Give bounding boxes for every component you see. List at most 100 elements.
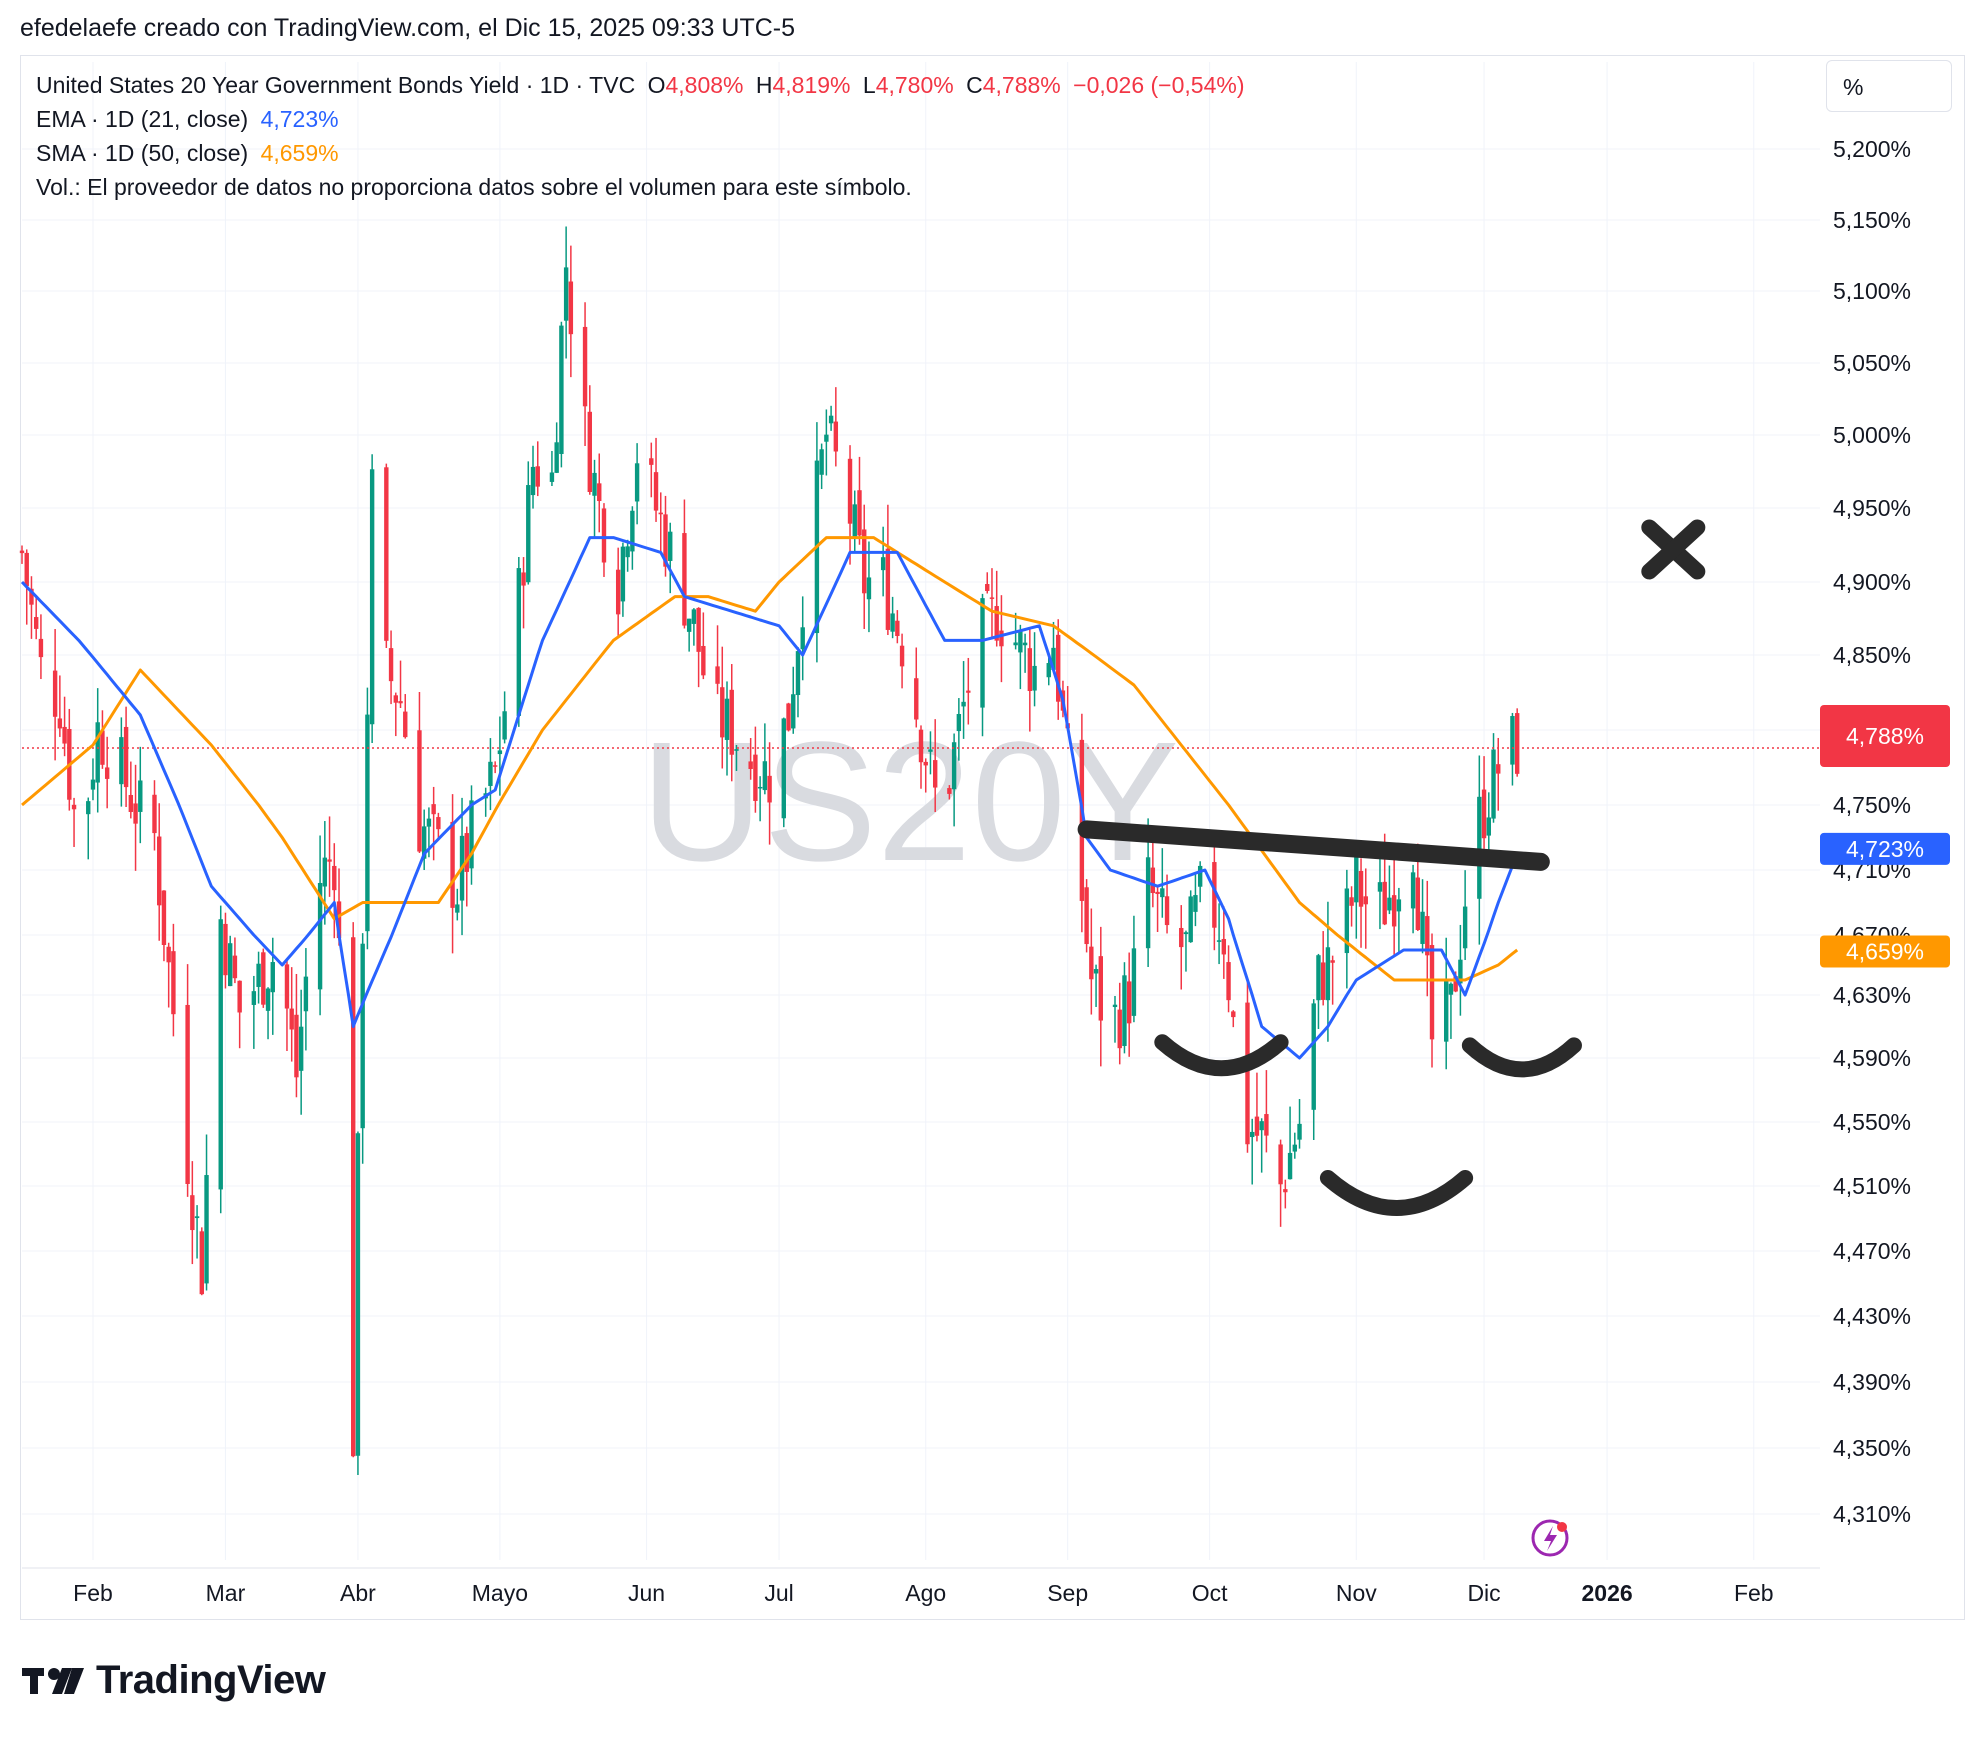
candle-body (1387, 897, 1392, 911)
x-tick-label: Abr (340, 1580, 376, 1606)
y-tick-label: 4,310% (1833, 1501, 1911, 1527)
candle-body (1150, 867, 1156, 894)
y-tick-label: 5,200% (1833, 136, 1911, 162)
left-shoulder-drawing (1154, 1034, 1289, 1077)
legend-symbol: United States 20 Year Government Bonds Y… (36, 72, 636, 98)
legend-ema[interactable]: EMA · 1D (21, close) 4,723% (36, 106, 345, 133)
candle-body (161, 890, 167, 945)
candle-body (649, 458, 654, 465)
candle-body (166, 946, 171, 963)
candle-body (185, 1004, 190, 1184)
candle-body (204, 1175, 209, 1284)
candle-body (1164, 896, 1170, 926)
candle-body (1079, 739, 1085, 901)
x-tick-label: Mayo (472, 1580, 528, 1606)
candle-body (1160, 888, 1165, 898)
legend-sma[interactable]: SMA · 1D (50, close) 4,659% (36, 140, 345, 167)
x-tick-label: Sep (1047, 1580, 1088, 1606)
y-tick-label: 4,550% (1833, 1109, 1911, 1135)
candle-body (999, 630, 1004, 647)
candle-body (1027, 648, 1033, 692)
tradingview-wordmark: TradingView (96, 1658, 326, 1702)
tradingview-logo[interactable]: TradingView (22, 1658, 326, 1703)
candle-body (885, 548, 891, 630)
candle-body (985, 584, 990, 591)
candle-body (847, 458, 853, 524)
candle-body (1448, 983, 1454, 995)
candle-body (1344, 888, 1350, 954)
candle-body (123, 726, 129, 788)
candle-body (899, 645, 905, 667)
candle-body (947, 788, 952, 794)
candle-body (1231, 1011, 1236, 1018)
candle-body (663, 514, 668, 567)
candle-body (52, 670, 58, 717)
candle-body (157, 836, 162, 906)
candle-body (284, 964, 290, 1009)
last-price-badge-bg (1820, 705, 1950, 767)
candle-body (918, 729, 924, 763)
candle-body (1349, 897, 1354, 906)
y-tick-label: 4,900% (1833, 569, 1911, 595)
y-tick-label: 5,000% (1833, 422, 1911, 448)
lightning-icon-bolt (1544, 1526, 1557, 1551)
y-tick-label: 5,050% (1833, 350, 1911, 376)
legend-high-label: H (755, 72, 773, 98)
candle-body (630, 510, 635, 552)
last-price-badge: 4,788% (1846, 723, 1924, 749)
x-tick-label: Nov (1336, 1580, 1377, 1606)
unit-button[interactable]: % (1826, 60, 1952, 112)
y-tick-label: 4,470% (1833, 1238, 1911, 1264)
candle-body (1046, 663, 1051, 678)
candle-body (1126, 981, 1132, 1024)
ema-polyline (20, 536, 1519, 1060)
candle-body (1491, 749, 1496, 819)
sma-badge: 4,659% (1846, 939, 1924, 965)
candle-body (762, 761, 768, 791)
candle-body (1325, 947, 1331, 1001)
legend-open: 4,808% (665, 72, 744, 98)
candle-body (431, 804, 436, 815)
candle-body (653, 472, 659, 511)
candle-body (1377, 882, 1383, 892)
legend-low-label: L (862, 72, 876, 98)
candle-body (421, 826, 427, 859)
candle-body (682, 533, 687, 626)
candle-body (1221, 938, 1227, 955)
candle-body (365, 714, 370, 932)
legend-low: 4,780% (875, 72, 954, 98)
candle-body (1481, 789, 1487, 839)
candle-body (289, 1008, 294, 1030)
candle-body (95, 722, 100, 783)
y-tick-label: 5,100% (1833, 278, 1911, 304)
candle-body (1320, 962, 1326, 1000)
candle-body (1254, 1116, 1260, 1136)
candle-body (1216, 940, 1222, 942)
candle-body (956, 714, 962, 732)
candle-body (686, 618, 692, 632)
candle-body (852, 504, 857, 539)
candle-body (1297, 1123, 1302, 1140)
candle-body (890, 613, 895, 632)
candle-body (464, 833, 469, 872)
candle-body (1084, 887, 1089, 945)
candle-body (729, 689, 734, 755)
candle-body (828, 415, 834, 424)
grid-lines (22, 62, 1820, 1560)
candle-body (152, 794, 157, 834)
candle-body (1453, 976, 1458, 992)
legend-close-label: C (966, 72, 983, 98)
candle-body (767, 775, 772, 803)
x-tick-label: Ago (905, 1580, 946, 1606)
candle-body (351, 937, 356, 1457)
candle-body (1212, 862, 1217, 928)
candle-body (1410, 872, 1416, 909)
candle-body (38, 638, 44, 658)
candle-body (800, 627, 805, 650)
candle-body (530, 466, 536, 496)
candle-body (336, 901, 342, 939)
candle-body (1292, 1144, 1297, 1152)
chart-frame[interactable] (20, 55, 1965, 1620)
legend-change: −0,026 (−0,54%) (1073, 72, 1245, 98)
